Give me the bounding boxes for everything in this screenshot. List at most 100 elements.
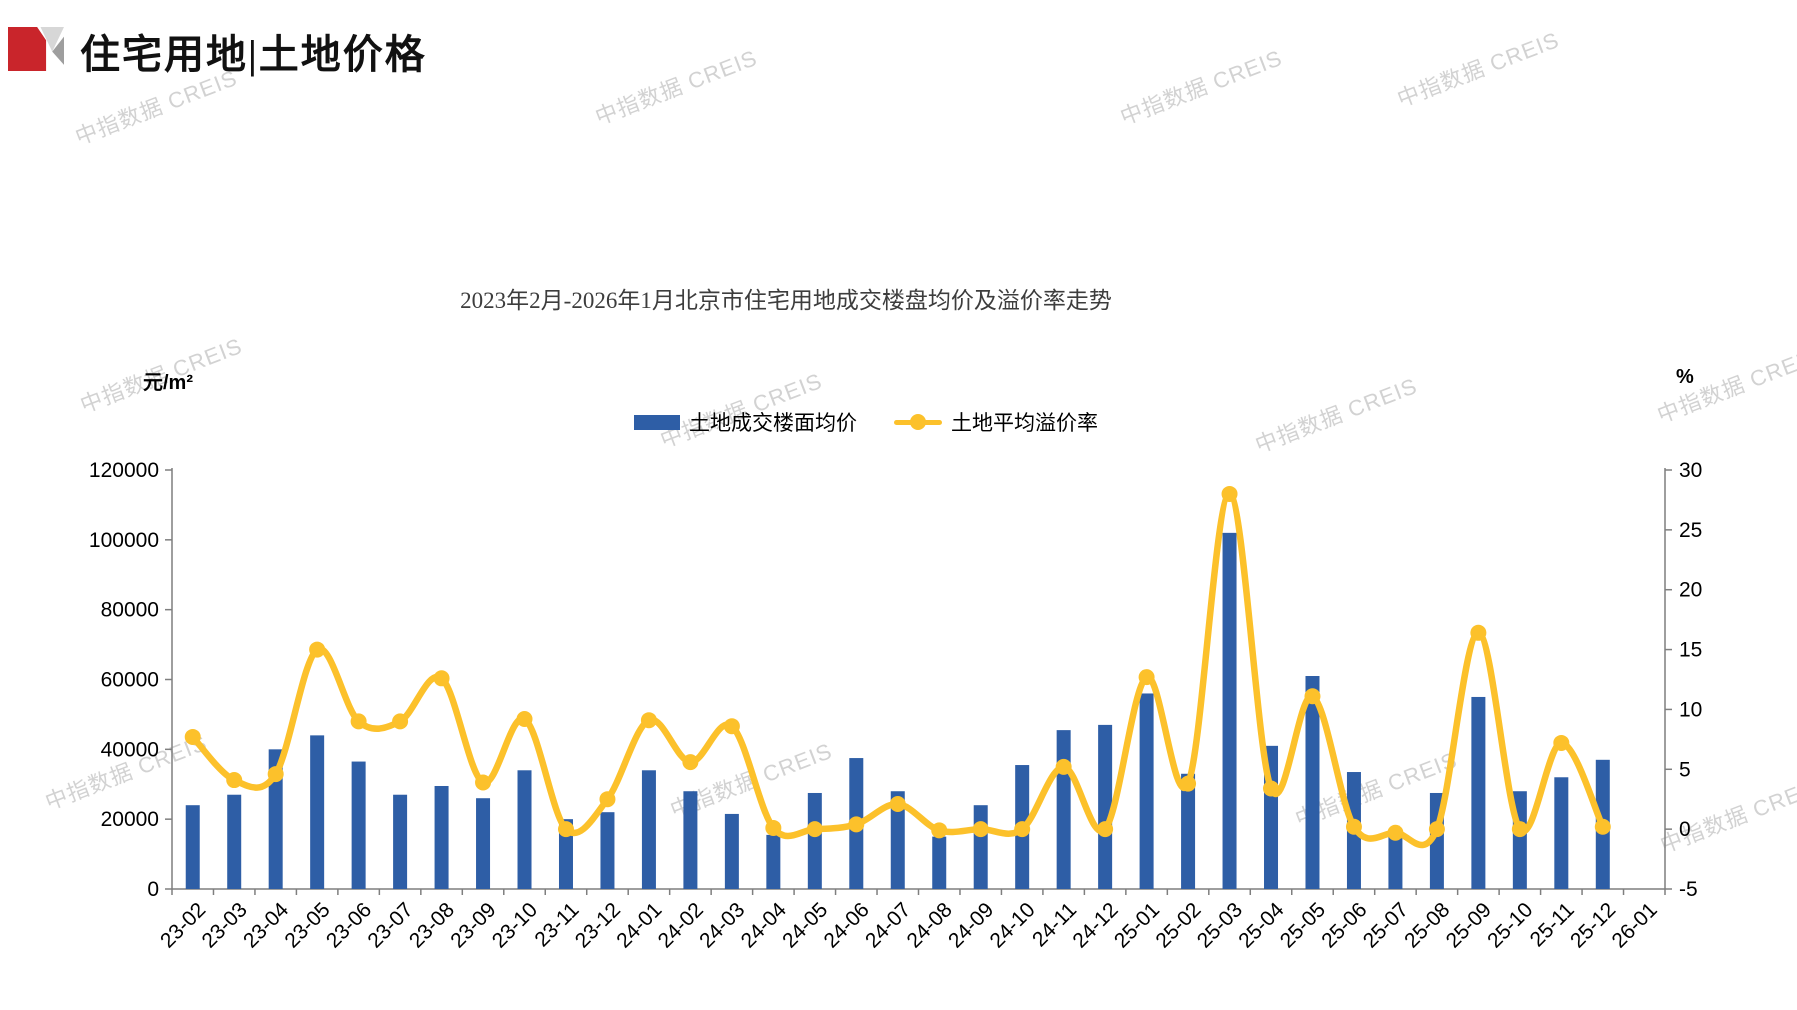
y-axis-right-tick-label: 15 bbox=[1679, 639, 1702, 662]
line-marker-23-07 bbox=[392, 713, 409, 730]
line-marker-24-06 bbox=[848, 816, 865, 833]
bar-24-09 bbox=[973, 805, 988, 889]
bar-23-03 bbox=[227, 794, 242, 889]
x-axis-label-23-05: 23-05 bbox=[280, 898, 334, 952]
line-marker-24-09 bbox=[972, 821, 989, 838]
x-axis-label-25-08: 25-08 bbox=[1400, 898, 1454, 952]
bar-25-03 bbox=[1222, 532, 1237, 889]
legend-line-swatch bbox=[894, 414, 942, 430]
x-axis-label-23-11: 23-11 bbox=[530, 898, 583, 951]
line-marker-23-05 bbox=[309, 641, 326, 658]
x-axis-label-26-01: 26-01 bbox=[1608, 898, 1662, 952]
line-marker-23-08 bbox=[433, 670, 450, 687]
creis-logo-icon bbox=[8, 27, 64, 71]
bar-23-10 bbox=[517, 770, 532, 889]
line-marker-25-03 bbox=[1221, 485, 1238, 502]
x-axis-label-25-10: 25-10 bbox=[1483, 898, 1537, 952]
line-marker-24-05 bbox=[806, 821, 823, 838]
y-axis-right-tick-label: 5 bbox=[1679, 758, 1691, 781]
y-axis-right-tick-label: 30 bbox=[1679, 459, 1702, 482]
line-marker-25-11 bbox=[1553, 734, 1570, 751]
legend-line-marker-icon bbox=[910, 414, 926, 430]
x-axis-label-23-03: 23-03 bbox=[197, 898, 251, 952]
x-axis-label-25-01: 25-01 bbox=[1110, 898, 1164, 952]
line-marker-25-10 bbox=[1511, 821, 1528, 838]
left-axis-unit: 元/m² bbox=[143, 372, 193, 394]
bar-24-07 bbox=[890, 791, 905, 889]
bar-23-06 bbox=[351, 761, 366, 889]
y-axis-right-tick-label: -5 bbox=[1679, 878, 1698, 901]
y-axis-left-tick-label: 120000 bbox=[89, 459, 159, 482]
y-axis-left-tick-label: 20000 bbox=[101, 808, 159, 831]
x-axis-label-25-04: 25-04 bbox=[1234, 898, 1288, 952]
x-axis-label-24-04: 24-04 bbox=[737, 898, 791, 952]
x-axis-label-25-06: 25-06 bbox=[1317, 898, 1371, 952]
bar-24-02 bbox=[683, 791, 698, 889]
bar-23-11 bbox=[558, 819, 573, 889]
bar-24-01 bbox=[641, 770, 656, 889]
bar-24-04 bbox=[766, 834, 781, 889]
bar-23-02 bbox=[185, 805, 200, 889]
y-axis-right-tick-label: 10 bbox=[1679, 698, 1702, 721]
bar-24-05 bbox=[807, 792, 822, 889]
bar-23-12 bbox=[600, 812, 615, 889]
line-marker-25-01 bbox=[1138, 669, 1155, 686]
x-axis-label-24-11: 24-11 bbox=[1028, 898, 1081, 951]
line-marker-25-05 bbox=[1304, 688, 1321, 705]
x-axis-label-23-06: 23-06 bbox=[322, 898, 376, 952]
line-marker-24-03 bbox=[723, 718, 740, 735]
bar-23-04 bbox=[268, 749, 283, 889]
line-marker-25-08 bbox=[1428, 821, 1445, 838]
y-axis-left-tick-label: 80000 bbox=[101, 599, 159, 622]
x-axis-label-25-07: 25-07 bbox=[1359, 898, 1413, 952]
x-axis-label-23-10: 23-10 bbox=[488, 898, 542, 952]
x-axis-label-23-02: 23-02 bbox=[156, 898, 210, 952]
line-marker-24-12 bbox=[1097, 821, 1114, 838]
y-axis-right-tick-label: 25 bbox=[1679, 519, 1702, 542]
line-marker-23-03 bbox=[226, 772, 243, 789]
x-axis-label-24-09: 24-09 bbox=[944, 898, 998, 952]
y-axis-left-tick-label: 60000 bbox=[101, 669, 159, 692]
line-marker-23-10 bbox=[516, 711, 533, 728]
x-axis-label-23-04: 23-04 bbox=[239, 898, 293, 952]
line-marker-24-04 bbox=[765, 819, 782, 836]
x-axis-label-24-07: 24-07 bbox=[861, 898, 915, 952]
bar-25-11 bbox=[1554, 777, 1569, 889]
y-axis-left-tick-label: 100000 bbox=[89, 529, 159, 552]
line-marker-25-04 bbox=[1263, 780, 1280, 797]
x-axis-label-23-09: 23-09 bbox=[446, 898, 500, 952]
legend-bar-label: 土地成交楼面均价 bbox=[689, 411, 857, 435]
bar-23-09 bbox=[476, 798, 491, 889]
bar-24-12 bbox=[1098, 724, 1113, 889]
line-marker-23-11 bbox=[557, 821, 574, 838]
line-marker-23-04 bbox=[267, 766, 284, 783]
bar-24-08 bbox=[932, 836, 947, 889]
legend-bar-swatch bbox=[634, 414, 680, 430]
x-axis-label-24-01: 24-01 bbox=[612, 898, 666, 952]
bar-25-07 bbox=[1388, 834, 1403, 889]
bar-24-11 bbox=[1056, 730, 1071, 889]
x-axis-label-23-12: 23-12 bbox=[571, 898, 625, 952]
x-axis-label-24-12: 24-12 bbox=[1068, 898, 1122, 952]
line-marker-25-09 bbox=[1470, 624, 1487, 641]
x-axis-label-24-02: 24-02 bbox=[654, 898, 708, 952]
line-marker-23-02 bbox=[184, 728, 201, 745]
x-axis-label-25-09: 25-09 bbox=[1442, 898, 1496, 952]
line-marker-24-01 bbox=[640, 712, 657, 729]
line-marker-24-02 bbox=[682, 754, 699, 771]
x-axis-label-24-10: 24-10 bbox=[985, 898, 1039, 952]
bar-23-07 bbox=[393, 794, 408, 889]
x-axis-label-25-11: 25-11 bbox=[1526, 898, 1579, 951]
bar-23-08 bbox=[434, 785, 449, 889]
y-axis-left-tick-label: 0 bbox=[147, 878, 159, 901]
x-axis-label-23-07: 23-07 bbox=[363, 898, 417, 952]
x-axis-label-24-03: 24-03 bbox=[695, 898, 749, 952]
bar-25-05 bbox=[1305, 676, 1320, 889]
y-axis-right-tick-label: 0 bbox=[1679, 818, 1691, 841]
chart-legend: 土地成交楼面均价 土地平均溢价率 bbox=[634, 407, 1098, 437]
y-axis-left-tick-label: 40000 bbox=[101, 738, 159, 761]
x-axis-label-24-06: 24-06 bbox=[820, 898, 874, 952]
line-marker-24-11 bbox=[1055, 758, 1072, 775]
